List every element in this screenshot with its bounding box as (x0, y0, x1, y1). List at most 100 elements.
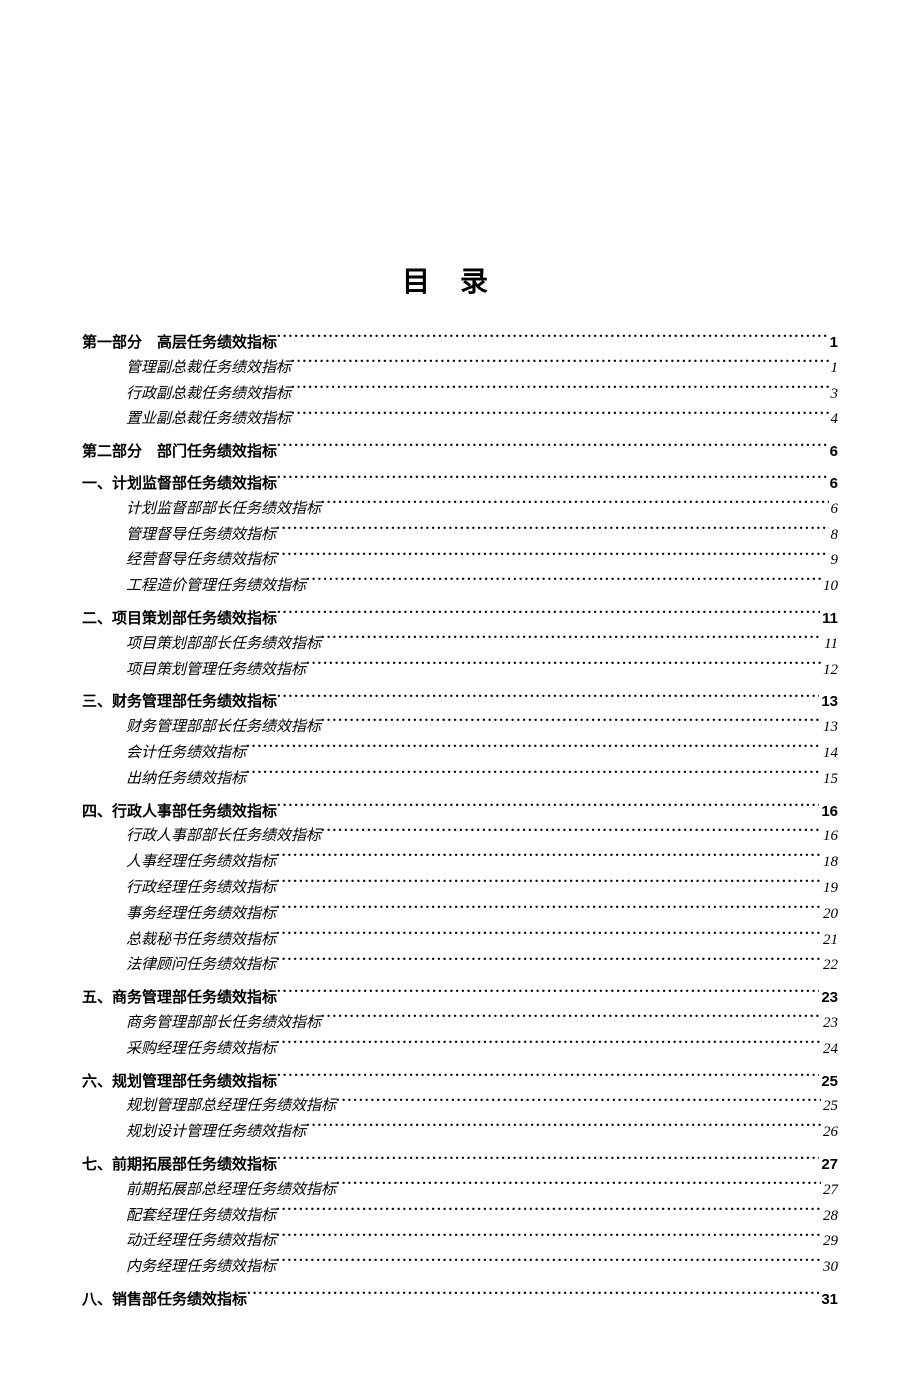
toc-entry: 财务管理部部长任务绩效指标13 (82, 715, 838, 741)
toc-entry-label: 会计任务绩效指标 (126, 741, 246, 767)
toc-entry: 第二部分 部门任务绩效指标 6 (82, 439, 838, 465)
toc-entry-page: 8 (829, 523, 839, 549)
toc-entry-label: 工程造价管理任务绩效指标 (126, 574, 306, 600)
toc-entry: 规划管理部总经理任务绩效指标25 (82, 1094, 838, 1120)
toc-entry: 出纳任务绩效指标15 (82, 767, 838, 793)
toc-entry: 六、规划管理部任务绩效指标 25 (82, 1069, 838, 1095)
toc-leader-dots (277, 332, 828, 347)
toc-list: 第一部分 高层任务绩效指标1管理副总裁任务绩效指标1行政副总裁任务绩效指标3置业… (82, 330, 838, 1313)
toc-entry-page: 28 (821, 1204, 838, 1230)
toc-entry: 第一部分 高层任务绩效指标1 (82, 330, 838, 356)
toc-leader-dots (276, 549, 828, 564)
toc-entry: 采购经理任务绩效指标24 (82, 1037, 838, 1063)
toc-entry-label: 人事经理任务绩效指标 (126, 850, 276, 876)
toc-leader-dots (246, 768, 821, 783)
toc-entry-label: 事务经理任务绩效指标 (126, 902, 276, 928)
toc-entry-page: 23 (821, 1011, 838, 1037)
toc-leader-dots (291, 357, 828, 372)
toc-entry-page: 23 (819, 985, 838, 1011)
toc-entry-label: 管理督导任务绩效指标 (126, 523, 276, 549)
toc-entry: 一、计划监督部任务绩效指标6 (82, 471, 838, 497)
toc-leader-dots (277, 691, 819, 706)
toc-entry-label: 经营督导任务绩效指标 (126, 548, 276, 574)
toc-leader-dots (277, 801, 819, 816)
toc-leader-dots (277, 1071, 819, 1086)
toc-entry-page: 22 (821, 953, 838, 979)
toc-leader-dots (321, 498, 828, 513)
toc-entry-label: 三、财务管理部任务绩效指标 (82, 689, 277, 715)
toc-leader-dots (277, 441, 828, 456)
toc-entry-page: 1 (828, 330, 838, 356)
toc-entry-label: 第二部分 部门任务绩效指标 (82, 439, 277, 465)
toc-entry-label: 法律顾问任务绩效指标 (126, 953, 276, 979)
toc-entry-label: 行政人事部部长任务绩效指标 (126, 824, 321, 850)
toc-entry-page: 24 (821, 1037, 838, 1063)
toc-leader-dots (306, 575, 821, 590)
toc-leader-dots (321, 825, 821, 840)
toc-entry: 配套经理任务绩效指标 28 (82, 1204, 838, 1230)
toc-entry: 前期拓展部总经理任务绩效指标 27 (82, 1178, 838, 1204)
toc-entry: 七、前期拓展部任务绩效指标27 (82, 1152, 838, 1178)
toc-entry-page: 1 (829, 356, 839, 382)
toc-leader-dots (276, 954, 821, 969)
toc-entry-page: 30 (821, 1255, 838, 1281)
document-page: 目录 第一部分 高层任务绩效指标1管理副总裁任务绩效指标1行政副总裁任务绩效指标… (0, 0, 920, 1373)
toc-leader-dots (336, 1179, 821, 1194)
toc-entry-page: 11 (820, 606, 838, 632)
toc-entry-page: 3 (829, 382, 839, 408)
toc-entry-label: 八、销售部任务绩效指标 (82, 1287, 247, 1313)
toc-entry: 项目策划部部长任务绩效指标 11 (82, 632, 838, 658)
toc-entry-page: 6 (828, 439, 838, 465)
toc-entry-label: 五、商务管理部任务绩效指标 (82, 985, 277, 1011)
toc-entry: 管理副总裁任务绩效指标1 (82, 356, 838, 382)
toc-entry-page: 20 (821, 902, 838, 928)
toc-entry-label: 置业副总裁任务绩效指标 (126, 407, 291, 433)
toc-leader-dots (276, 1230, 821, 1245)
toc-entry-label: 商务管理部部长任务绩效指标 (126, 1011, 321, 1037)
toc-leader-dots (306, 659, 821, 674)
toc-leader-dots (277, 1154, 819, 1169)
toc-entry-label: 项目策划部部长任务绩效指标 (126, 632, 321, 658)
toc-entry-label: 项目策划管理任务绩效指标 (126, 658, 306, 684)
toc-leader-dots (276, 903, 821, 918)
toc-entry-label: 规划管理部总经理任务绩效指标 (126, 1094, 336, 1120)
toc-entry-label: 配套经理任务绩效指标 (126, 1204, 276, 1230)
toc-entry: 三、财务管理部任务绩效指标 13 (82, 689, 838, 715)
toc-entry-label: 总裁秘书任务绩效指标 (126, 928, 276, 954)
toc-entry-label: 二、项目策划部任务绩效指标 (82, 606, 277, 632)
toc-leader-dots (276, 877, 821, 892)
toc-entry-label: 前期拓展部总经理任务绩效指标 (126, 1178, 336, 1204)
toc-entry: 五、商务管理部任务绩效指标 23 (82, 985, 838, 1011)
toc-entry-page: 21 (821, 928, 838, 954)
toc-leader-dots (276, 1038, 821, 1053)
toc-entry-label: 六、规划管理部任务绩效指标 (82, 1069, 277, 1095)
toc-entry-page: 25 (819, 1069, 838, 1095)
toc-entry-page: 31 (819, 1287, 838, 1313)
toc-leader-dots (276, 851, 821, 866)
toc-leader-dots (277, 473, 828, 488)
toc-leader-dots (276, 929, 821, 944)
toc-entry-page: 6 (829, 497, 839, 523)
toc-entry: 置业副总裁任务绩效指标 4 (82, 407, 838, 433)
toc-entry: 行政人事部部长任务绩效指标16 (82, 824, 838, 850)
toc-entry: 人事经理任务绩效指标18 (82, 850, 838, 876)
toc-leader-dots (276, 1256, 821, 1271)
toc-entry-label: 七、前期拓展部任务绩效指标 (82, 1152, 277, 1178)
toc-leader-dots (276, 524, 828, 539)
toc-leader-dots (276, 1205, 821, 1220)
toc-entry-page: 4 (829, 407, 839, 433)
toc-leader-dots (277, 608, 820, 623)
toc-leader-dots (321, 716, 821, 731)
toc-entry-label: 一、计划监督部任务绩效指标 (82, 471, 277, 497)
toc-entry-label: 规划设计管理任务绩效指标 (126, 1120, 306, 1146)
toc-entry-label: 内务经理任务绩效指标 (126, 1255, 276, 1281)
toc-entry-label: 动迁经理任务绩效指标 (126, 1229, 276, 1255)
toc-entry-page: 29 (821, 1229, 838, 1255)
toc-entry: 四、行政人事部任务绩效指标16 (82, 799, 838, 825)
toc-entry-page: 27 (821, 1178, 838, 1204)
toc-entry: 内务经理任务绩效指标 30 (82, 1255, 838, 1281)
toc-entry-label: 财务管理部部长任务绩效指标 (126, 715, 321, 741)
toc-entry-page: 13 (819, 689, 838, 715)
toc-entry-page: 11 (822, 632, 838, 658)
toc-entry-page: 12 (821, 658, 838, 684)
